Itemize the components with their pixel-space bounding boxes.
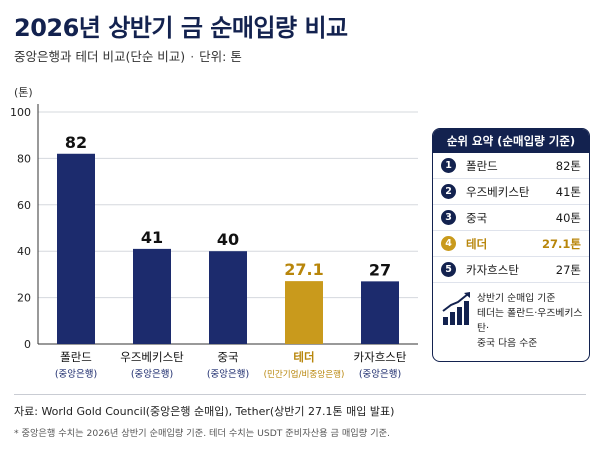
ranking-panel-title: 순위 요약 (순매입량 기준) xyxy=(433,129,589,153)
footer-divider xyxy=(14,394,586,395)
note-line: 중국 다음 수준 xyxy=(477,338,538,349)
footnote-text: * 중앙은행 수치는 2026년 상반기 순매입량 기준. 테더 수치는 USD… xyxy=(14,428,390,439)
y-tick-label: 60 xyxy=(17,199,31,212)
x-tick-label: 테더 xyxy=(293,350,314,364)
data-label: 40 xyxy=(217,230,239,249)
x-sublabel: (중앙은행) xyxy=(131,368,173,380)
panel-note: 상반기 순매입 기준 테더는 폴란드·우즈베키스탄· 중국 다음 수준 xyxy=(433,283,589,351)
x-sublabel: (민간기업/비중앙은행) xyxy=(264,368,345,380)
note-line: 상반기 순매입 기준 xyxy=(477,293,556,304)
rank-name: 카자흐스탄 xyxy=(466,262,519,277)
ranking-row: 2 우즈베키스탄 41톤 xyxy=(433,179,589,205)
data-label: 27.1 xyxy=(284,260,323,279)
x-tick-label: 카자흐스탄 xyxy=(354,350,407,364)
rank-value: 41톤 xyxy=(555,184,581,199)
ranking-row: 4 테더 27.1톤 xyxy=(433,231,589,257)
subtitle-row: 중앙은행과 테더 비교(단순 비교) · 단위: 톤 xyxy=(14,46,242,65)
ranking-row: 3 중국 40톤 xyxy=(433,205,589,231)
bar-chart: (톤) 0 20 40 60 80 100 82 폴란드 (중앙은행) 41 우즈베키스탄 (중앙은행)… xyxy=(10,86,418,380)
x-tick-label: 우즈베키스탄 xyxy=(120,350,184,364)
rank-value: 82톤 xyxy=(555,158,581,173)
y-tick-label: 100 xyxy=(10,106,31,119)
rank-name: 중국 xyxy=(466,210,488,225)
bar xyxy=(285,281,323,344)
ranking-panel: 순위 요약 (순매입량 기준) 1 폴란드 82톤 2 우즈베키스탄 41톤 3 중국 40톤 4… xyxy=(432,128,590,362)
rank-badge: 2 xyxy=(441,184,456,199)
x-sublabel: (중앙은행) xyxy=(55,368,97,380)
unit-label: 단위: 톤 xyxy=(199,49,242,64)
rank-name: 우즈베키스탄 xyxy=(466,184,530,199)
y-tick-label: 80 xyxy=(17,152,31,165)
rank-name: 테더 xyxy=(466,236,488,251)
rank-name: 폴란드 xyxy=(466,158,498,173)
page-title: 2026년 상반기 금 순매입량 비교 xyxy=(14,14,348,42)
y-tick-label: 40 xyxy=(17,245,31,258)
x-sublabel: (중앙은행) xyxy=(359,368,401,380)
x-tick-label: 중국 xyxy=(217,350,238,364)
x-tick-label: 폴란드 xyxy=(60,350,92,364)
bar xyxy=(209,251,247,344)
note-line: 테더는 폴란드·우즈베키스탄· xyxy=(477,308,583,334)
subtitle-separator: · xyxy=(190,49,195,64)
source-text: 자료: World Gold Council(중앙은행 순매입), Tether… xyxy=(14,405,395,418)
rank-badge: 4 xyxy=(441,236,456,251)
data-label: 41 xyxy=(141,228,163,247)
bar xyxy=(361,281,399,344)
chart-area: (톤) 0 20 40 60 80 100 82 폴란드 (중앙은행) 41 우즈베키스탄 (중앙은행)… xyxy=(0,80,600,390)
rank-value: 27톤 xyxy=(555,262,581,277)
y-tick-label: 20 xyxy=(17,292,31,305)
ranking-row: 5 카자흐스탄 27톤 xyxy=(433,257,589,283)
rank-value: 40톤 xyxy=(555,210,581,225)
x-sublabel: (중앙은행) xyxy=(207,368,249,380)
ranking-row: 1 폴란드 82톤 xyxy=(433,153,589,179)
rising-chart-icon xyxy=(442,292,470,325)
subtitle: 중앙은행과 테더 비교(단순 비교) xyxy=(14,49,186,64)
rank-value: 27.1톤 xyxy=(542,236,581,251)
bar xyxy=(57,153,95,344)
bar xyxy=(133,248,171,344)
y-axis-label: (톤) xyxy=(14,86,33,99)
rank-badge: 1 xyxy=(441,158,456,173)
data-label: 27 xyxy=(369,260,391,279)
data-label: 82 xyxy=(65,133,87,152)
y-tick-label: 0 xyxy=(24,338,31,351)
rank-badge: 5 xyxy=(441,262,456,277)
rank-badge: 3 xyxy=(441,210,456,225)
panel-note-text: 상반기 순매입 기준 테더는 폴란드·우즈베키스탄· 중국 다음 수준 xyxy=(477,291,583,351)
ranking-list: 1 폴란드 82톤 2 우즈베키스탄 41톤 3 중국 40톤 4 테더 27.1톤 5 카자흐스탄 27톤 xyxy=(433,153,589,283)
